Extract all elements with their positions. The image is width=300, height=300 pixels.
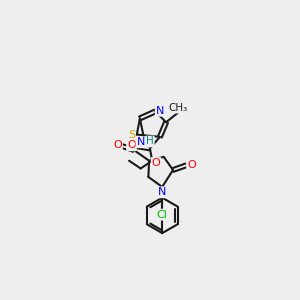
Text: O: O (127, 140, 136, 150)
Text: O: O (113, 140, 122, 150)
Text: CH₃: CH₃ (169, 103, 188, 112)
Text: N: N (158, 187, 166, 197)
Text: O: O (187, 160, 196, 170)
Text: S: S (128, 130, 135, 140)
Text: methyl: methyl (175, 111, 180, 112)
Text: N: N (136, 137, 145, 147)
Text: H: H (146, 136, 154, 146)
Text: Cl: Cl (157, 210, 168, 220)
Text: O: O (152, 158, 161, 168)
Text: N: N (156, 106, 164, 116)
